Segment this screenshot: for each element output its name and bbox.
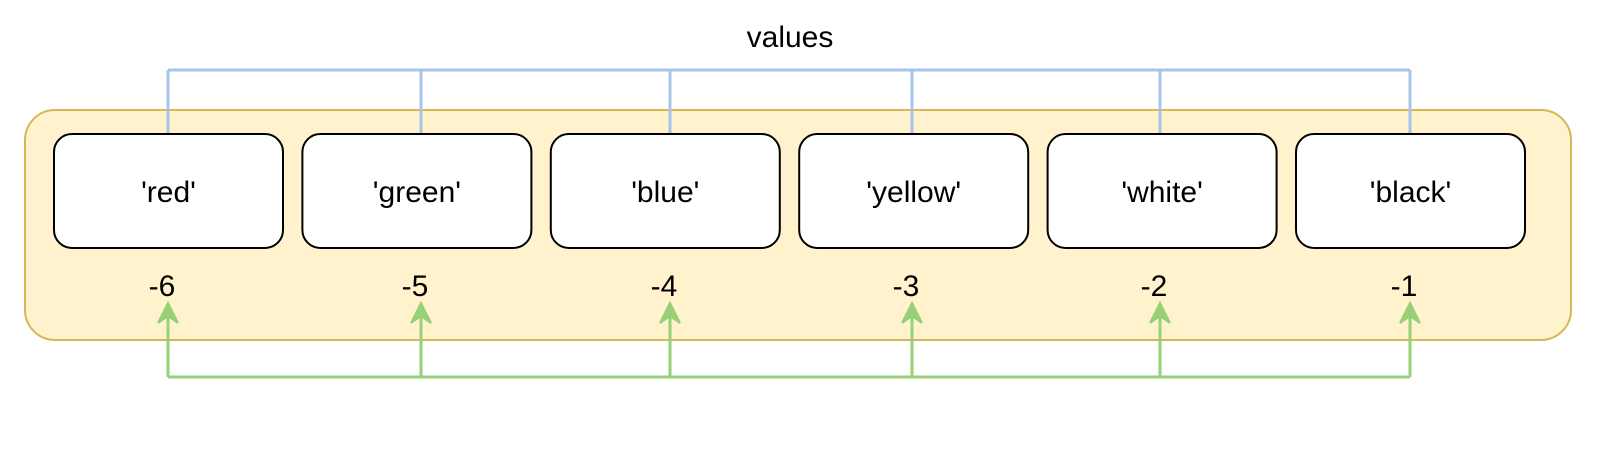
cell-value: 'white' xyxy=(1121,176,1203,209)
cell-value: 'yellow' xyxy=(866,176,961,209)
up-arrow-icon xyxy=(1399,300,1421,324)
cell-index: -4 xyxy=(651,270,678,303)
cell-value: 'blue' xyxy=(631,176,699,209)
cell-index: -5 xyxy=(402,270,429,303)
list-cell xyxy=(1046,133,1278,249)
list-cell xyxy=(798,133,1030,249)
negative-indices: -6 -5 -4 -3 -2 -1 xyxy=(149,270,1418,303)
index-arrows xyxy=(157,300,1421,379)
cell-index: -2 xyxy=(1141,270,1168,303)
cell-value: 'black' xyxy=(1370,176,1452,209)
up-arrow-icon xyxy=(901,300,923,324)
list-cell xyxy=(1295,133,1526,249)
cell-value: 'red' xyxy=(141,176,196,209)
cell-index: -6 xyxy=(149,270,176,303)
list-cells: 'red' 'green' 'blue' 'yellow' 'white' 'black' xyxy=(53,133,1526,249)
diagram-title: values xyxy=(747,21,834,54)
cell-index: -1 xyxy=(1391,270,1418,303)
up-arrow-icon xyxy=(410,300,432,324)
cell-index: -3 xyxy=(893,270,920,303)
up-arrow-icon xyxy=(157,300,179,324)
cell-value: 'green' xyxy=(373,176,461,209)
up-arrow-icon xyxy=(659,300,681,324)
list-cell xyxy=(53,133,284,249)
list-cell xyxy=(549,133,781,249)
list-cell xyxy=(301,133,533,249)
up-arrow-icon xyxy=(1149,300,1171,324)
